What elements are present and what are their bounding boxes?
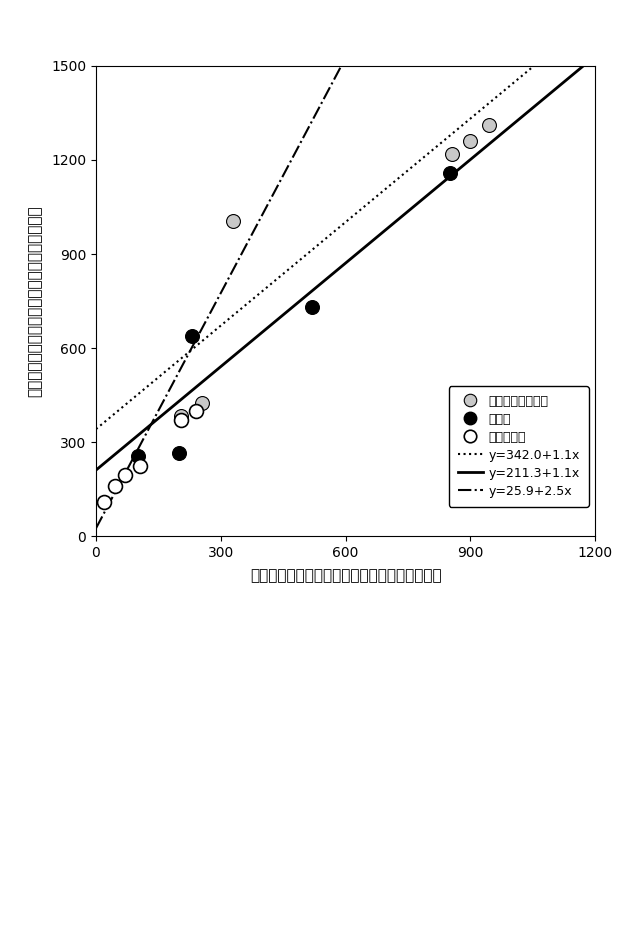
Y-axis label: 顕微鏡下で観察されたメイオファウナの個体数: 顕微鏡下で観察されたメイオファウナの個体数 <box>28 205 43 397</box>
Legend: 全メイオファウナ, 線虫類, カイアシ類, y=342.0+1.1x, y=211.3+1.1x, y=25.9+2.5x: 全メイオファウナ, 線虫類, カイアシ類, y=342.0+1.1x, y=21… <box>449 386 589 506</box>
Point <box>191 404 201 419</box>
Point <box>176 413 186 428</box>
Point <box>445 165 455 180</box>
Point <box>447 146 457 161</box>
Point <box>187 328 197 343</box>
Point <box>228 214 239 229</box>
Point <box>484 118 494 133</box>
Point <box>307 300 317 315</box>
Point <box>99 494 109 509</box>
Point <box>176 408 186 423</box>
X-axis label: 撒像画像で観察されたメイオファウナの個体数: 撒像画像で観察されたメイオファウナの個体数 <box>250 568 442 583</box>
Point <box>120 468 131 483</box>
Point <box>174 446 184 461</box>
Point <box>134 458 145 473</box>
Point <box>197 395 207 410</box>
Point <box>132 449 143 464</box>
Point <box>109 479 120 494</box>
Point <box>465 134 476 149</box>
